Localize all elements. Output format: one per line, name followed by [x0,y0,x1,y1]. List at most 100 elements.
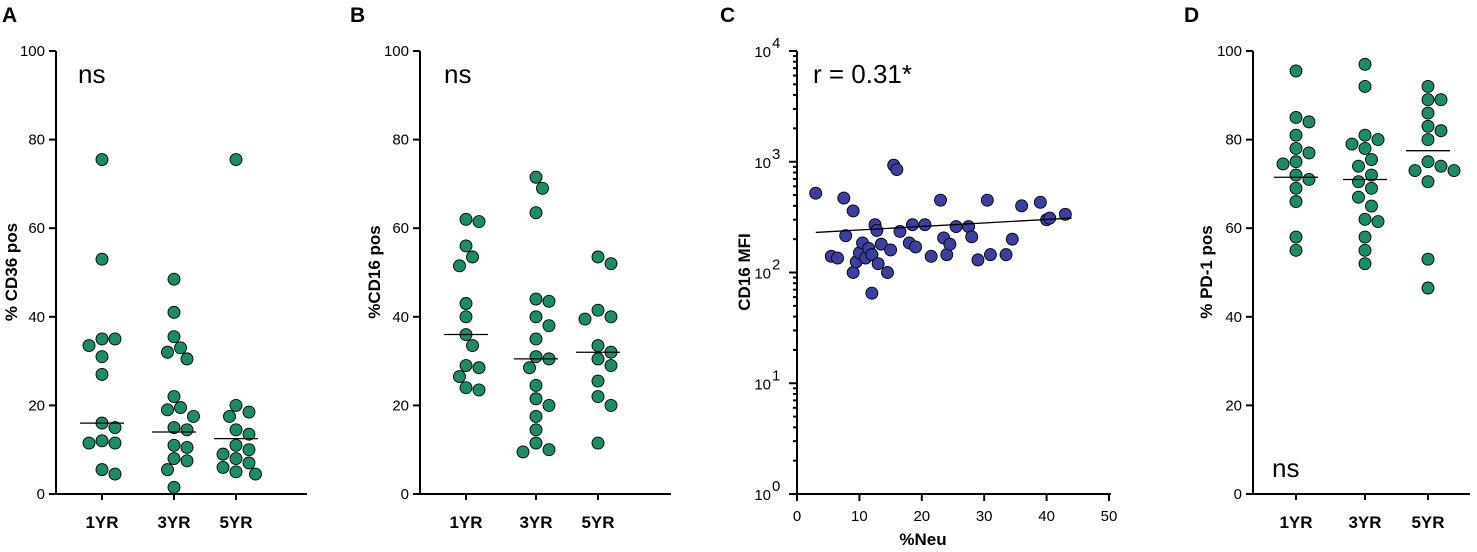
y-tick-label: 0 [37,486,45,503]
data-point [542,398,556,412]
data-point [1358,79,1372,93]
data-point [831,251,845,265]
data-point [466,250,479,264]
data-point [516,445,530,459]
data-point [167,421,181,434]
data-point [1434,159,1448,173]
data-point [1421,79,1435,93]
data-point [174,401,187,415]
data-point [453,370,466,384]
x-axis: 1YR 3YR 5YR [56,493,307,532]
data-marks [444,170,620,459]
y-axis-label: % CD36 pos [2,223,21,321]
data-point [167,480,181,494]
data-point [242,405,256,419]
data-point [943,237,957,251]
y-tick-label: 10 [754,376,771,393]
y-tick-label: 20 [28,397,45,414]
data-point [536,181,549,195]
data-point [1434,93,1448,107]
data-point [1421,155,1435,169]
data-point [1005,232,1019,246]
data-point [604,359,618,372]
data-point [472,383,486,397]
y-axis: 0 20 40 60 80 100 [384,43,421,503]
data-point [161,345,174,359]
data-point [1352,190,1365,204]
data-point [591,339,605,353]
data-point [591,352,605,366]
data-point [983,248,997,262]
data-point [1408,164,1422,178]
x-tick-label: 3YR [1348,513,1381,532]
x-axis: 0 10 20 30 40 50 [793,493,1118,525]
y-tick-label: 20 [392,397,409,414]
data-point [108,332,122,346]
data-point [1371,215,1385,229]
x-tick-label: 1YR [1279,513,1312,532]
data-point [1365,199,1378,213]
data-point [1358,57,1372,71]
data-point [529,350,543,364]
data-point [459,359,473,372]
data-point [242,443,256,457]
data-point [453,259,466,273]
data-point [1289,168,1303,182]
data-point [1289,181,1303,195]
data-point [1365,181,1378,195]
y-tick-label: 80 [392,132,409,149]
data-point [890,163,904,177]
data-point [1358,230,1372,244]
x-tick-label: 3YR [157,513,190,532]
data-point [1289,155,1303,169]
data-point [167,330,181,344]
data-point [999,248,1013,262]
data-point [108,421,122,434]
y-axis-label: % PD-1 pos [1197,225,1216,319]
data-point [837,191,851,205]
x-tick-label: 20 [913,508,930,525]
panel-b: B %CD16 pos ns 0 20 40 60 80 100 1YR 3YR 5YR [350,4,671,532]
data-point [604,398,618,412]
x-tick-label: 1YR [449,513,482,532]
data-point [909,240,923,254]
data-point [591,303,605,317]
data-point [523,361,536,375]
data-point [223,410,236,423]
panel-a: A % CD36 pos ns 0 20 40 60 80 100 1YR 3YR 5YR [2,4,307,532]
x-tick-label: 50 [1101,508,1118,525]
y-tick-label: 10 [754,44,771,61]
data-point [1289,230,1303,244]
data-point [809,186,823,200]
data-point [95,350,109,364]
data-point [1302,173,1316,186]
data-point [472,361,486,375]
data-point [918,218,932,232]
data-point [167,390,181,403]
data-point [108,436,122,450]
x-tick-label: 5YR [1411,513,1444,532]
data-point [542,319,556,333]
data-point [216,447,230,461]
data-point [187,410,200,423]
y-tick-label: 10 [754,155,771,172]
data-point [229,398,243,412]
data-point [1371,133,1385,147]
data-point [529,410,543,423]
y-tick-label: 80 [1225,132,1242,149]
y-tick-label: 100 [20,43,45,60]
y-tick-label: 10 [754,487,771,504]
y-axis: 0 20 40 60 80 100 [20,43,57,503]
data-point [1358,212,1372,226]
data-point [1289,128,1303,142]
x-axis: 1YR 3YR 5YR [1253,493,1470,532]
data-point [1421,106,1435,120]
data-point [980,193,994,207]
data-point [1058,207,1072,221]
data-point [965,230,979,244]
data-point [1289,195,1303,209]
y-tick-label: 0 [1234,486,1242,503]
data-point [1421,252,1435,266]
data-point [529,436,543,450]
data-point [161,403,174,417]
